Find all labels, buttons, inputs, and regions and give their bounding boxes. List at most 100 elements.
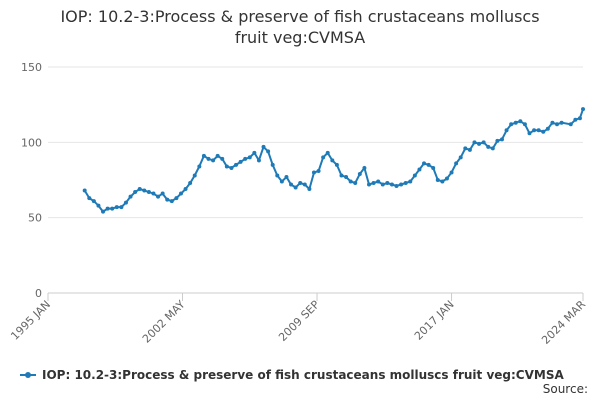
point xyxy=(156,194,161,199)
point xyxy=(101,209,106,214)
point xyxy=(307,187,312,192)
point xyxy=(220,156,225,161)
point xyxy=(123,200,128,205)
point xyxy=(266,149,271,154)
point xyxy=(518,119,523,124)
point xyxy=(289,182,294,187)
point xyxy=(481,140,486,145)
point xyxy=(559,120,564,125)
y-tick-label: 50 xyxy=(28,212,42,225)
point xyxy=(477,141,482,146)
point xyxy=(105,206,110,211)
point xyxy=(174,196,179,201)
point xyxy=(183,187,188,192)
point xyxy=(270,162,275,167)
point xyxy=(357,171,362,176)
point xyxy=(344,174,349,179)
y-tick-label: 150 xyxy=(21,61,42,74)
point xyxy=(408,179,413,184)
point xyxy=(394,184,399,189)
point xyxy=(545,126,550,131)
point xyxy=(426,162,431,167)
point xyxy=(298,181,303,186)
point xyxy=(573,117,578,122)
point xyxy=(188,181,193,186)
point xyxy=(146,190,151,195)
y-tick-label: 0 xyxy=(35,287,42,300)
point xyxy=(536,128,541,133)
x-tick-label: 1995 JAN xyxy=(8,298,53,343)
point xyxy=(504,128,509,133)
point xyxy=(224,164,229,169)
point xyxy=(376,179,381,184)
point xyxy=(114,205,119,210)
point xyxy=(215,153,220,158)
point xyxy=(458,155,463,160)
point xyxy=(348,179,353,184)
point xyxy=(192,173,197,178)
point xyxy=(463,146,468,151)
point xyxy=(449,170,454,175)
point xyxy=(279,179,284,184)
point xyxy=(440,179,445,184)
point xyxy=(454,161,459,166)
point xyxy=(284,174,289,179)
point xyxy=(178,191,183,196)
legend-marker xyxy=(25,372,31,378)
point xyxy=(472,140,477,145)
point xyxy=(165,197,170,202)
point xyxy=(422,161,427,166)
point xyxy=(513,120,518,125)
point xyxy=(137,187,142,192)
point xyxy=(581,107,585,112)
point xyxy=(527,131,532,136)
point xyxy=(234,162,239,167)
point xyxy=(110,206,115,211)
x-tick-label: 2024 MAR xyxy=(539,298,588,347)
point xyxy=(229,165,234,170)
point xyxy=(499,137,504,142)
point xyxy=(96,203,101,208)
point xyxy=(412,173,417,178)
x-tick-label: 2009 SEP xyxy=(276,298,322,344)
point xyxy=(399,182,404,187)
point xyxy=(431,165,436,170)
point xyxy=(509,122,514,127)
point xyxy=(334,162,339,167)
point xyxy=(311,170,316,175)
point xyxy=(389,182,394,187)
x-tick-label: 2017 JAN xyxy=(412,298,457,343)
point xyxy=(247,155,252,160)
point xyxy=(211,158,216,163)
point xyxy=(243,156,248,161)
point xyxy=(128,194,133,199)
point xyxy=(541,129,546,134)
point xyxy=(380,182,385,187)
point xyxy=(532,128,537,133)
chart-title: IOP: 10.2-3:Process & preserve of fish c… xyxy=(60,7,539,47)
point xyxy=(325,150,330,155)
point xyxy=(87,196,92,201)
point xyxy=(371,181,376,186)
point xyxy=(568,122,573,127)
point xyxy=(550,120,555,125)
point xyxy=(201,153,206,158)
point xyxy=(82,188,87,193)
point xyxy=(238,159,243,164)
point xyxy=(362,165,367,170)
point xyxy=(160,191,165,196)
point xyxy=(555,122,560,127)
point xyxy=(385,181,390,186)
point xyxy=(495,138,500,143)
point xyxy=(252,150,257,155)
point xyxy=(490,146,495,151)
point xyxy=(467,147,472,152)
point xyxy=(275,173,280,178)
point xyxy=(339,173,344,178)
point xyxy=(444,176,449,181)
point xyxy=(353,181,358,186)
point xyxy=(293,185,298,190)
point xyxy=(403,181,408,186)
point xyxy=(91,199,96,204)
